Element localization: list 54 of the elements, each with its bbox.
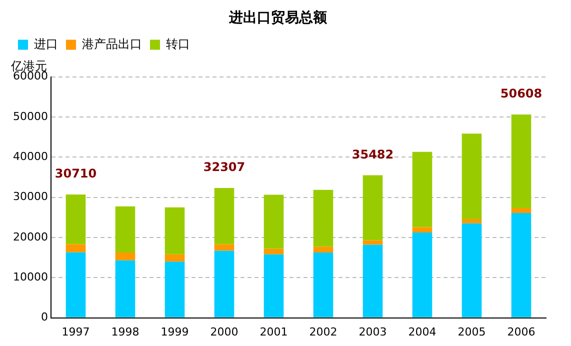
x-tick-label: 2005 xyxy=(458,325,486,338)
bar xyxy=(66,244,86,252)
bar xyxy=(164,254,185,262)
bar xyxy=(412,232,432,318)
chart-title: 进出口贸易总额 xyxy=(228,9,328,26)
bar xyxy=(313,190,334,247)
bar xyxy=(462,223,482,318)
y-tick-label: 40000 xyxy=(12,150,48,163)
x-tick-label: 2000 xyxy=(210,325,238,338)
bar xyxy=(511,212,532,318)
bar xyxy=(412,227,432,232)
bar xyxy=(66,252,86,318)
bar xyxy=(214,244,234,251)
bar xyxy=(66,194,86,244)
y-tick-label: 50000 xyxy=(12,110,48,123)
bar xyxy=(214,250,234,318)
legend-label: 转口 xyxy=(166,36,190,51)
bar xyxy=(115,252,136,260)
bar xyxy=(412,152,432,228)
x-tick-label: 1997 xyxy=(62,325,90,338)
x-tick-label: 2001 xyxy=(260,325,288,338)
bar xyxy=(462,218,482,224)
bar xyxy=(313,246,334,253)
y-tick-label: 20000 xyxy=(12,230,48,244)
bar xyxy=(115,206,136,253)
bar xyxy=(164,262,185,318)
bar xyxy=(511,114,532,208)
total-label: 32307 xyxy=(203,160,246,174)
total-label: 50608 xyxy=(500,86,542,101)
bar xyxy=(264,194,284,249)
x-tick-label: 2006 xyxy=(507,325,536,338)
total-label: 35482 xyxy=(352,147,394,162)
y-tick-label: 10000 xyxy=(12,270,48,284)
x-tick-label: 1999 xyxy=(160,325,189,338)
total-label: 30710 xyxy=(54,166,97,181)
bar xyxy=(462,134,482,219)
bar xyxy=(164,207,185,254)
y-axis-title: 亿港元 xyxy=(10,58,47,73)
legend-label: 进口 xyxy=(34,36,58,51)
x-tick-label: 2004 xyxy=(408,325,436,338)
x-tick-label: 2002 xyxy=(309,325,338,338)
x-tick-label: 2003 xyxy=(358,325,387,338)
legend-label: 港产品出口 xyxy=(82,36,142,51)
bar xyxy=(115,260,136,318)
bar xyxy=(313,252,334,318)
bar xyxy=(362,175,383,240)
x-tick-label: 1998 xyxy=(111,325,140,338)
bar xyxy=(362,244,383,318)
y-tick-label: 30000 xyxy=(12,190,48,204)
y-tick-label: 0 xyxy=(40,310,48,324)
bar xyxy=(264,254,284,318)
bar xyxy=(214,188,234,244)
bar xyxy=(511,208,532,213)
bar xyxy=(264,248,284,254)
